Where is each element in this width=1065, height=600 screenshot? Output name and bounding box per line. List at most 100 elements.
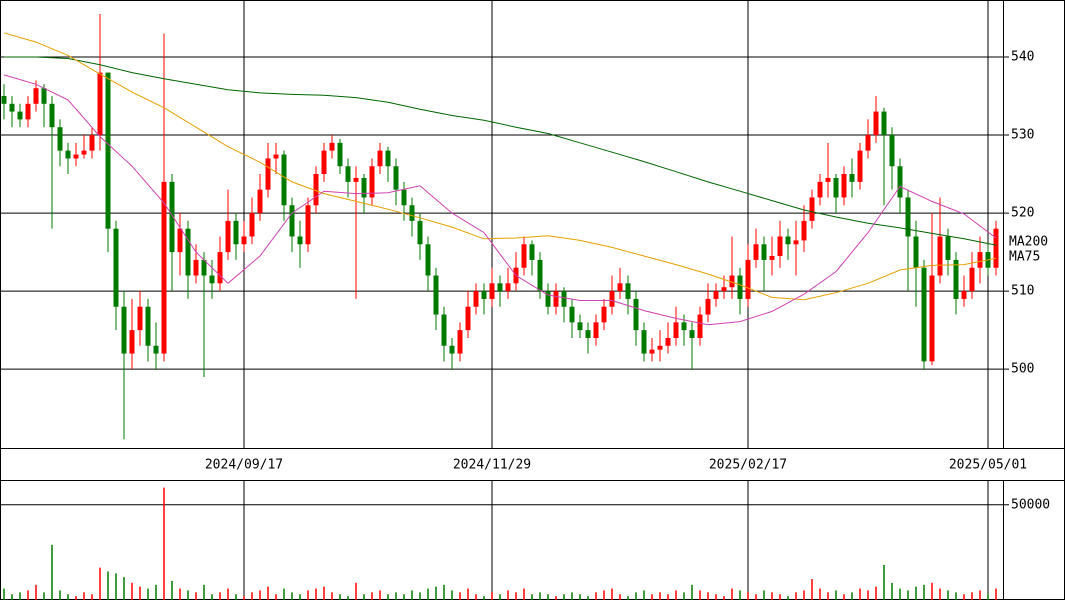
candle-body <box>361 177 367 198</box>
volume-bar <box>667 594 669 600</box>
candle-body <box>545 291 551 307</box>
candle-body <box>817 181 823 198</box>
candle-body <box>305 205 311 245</box>
volume-bar <box>51 544 53 600</box>
candle-body <box>217 252 223 284</box>
candle-body <box>921 267 927 362</box>
volume-bar <box>763 590 765 600</box>
candle-body <box>529 244 535 260</box>
ma-line <box>3 74 997 326</box>
volume-bar <box>899 588 901 600</box>
volume-bar <box>395 592 397 600</box>
candle-body <box>1 96 7 104</box>
y-tick-label: 540 <box>1011 49 1034 64</box>
volume-bar <box>267 586 269 600</box>
candle-body <box>417 220 423 245</box>
y-tick-label: 510 <box>1011 284 1034 299</box>
volume-bar <box>403 594 405 600</box>
candle-body <box>201 259 207 276</box>
candle-body <box>49 103 55 128</box>
volume-bar <box>427 588 429 600</box>
candle-body <box>537 259 543 292</box>
y-tick-label: 520 <box>1011 206 1034 221</box>
volume-bar <box>819 588 821 600</box>
candle-body <box>777 236 783 256</box>
candle-body <box>225 220 231 253</box>
volume-bar <box>11 594 13 600</box>
candle-body <box>465 306 471 331</box>
volume-bar <box>67 594 69 600</box>
volume-bar <box>875 586 877 600</box>
volume-bar <box>963 594 965 600</box>
candle-body <box>697 314 703 338</box>
candle-body <box>9 103 15 112</box>
volume-bar <box>827 592 829 600</box>
volume-bar <box>27 590 29 600</box>
candle-body <box>433 275 439 315</box>
candle-body <box>297 236 303 245</box>
volume-bar <box>227 588 229 600</box>
volume-bar <box>147 588 149 600</box>
candle-body <box>289 205 295 237</box>
volume-bar <box>187 590 189 600</box>
volume-bar <box>843 594 845 600</box>
candle-body <box>969 267 975 292</box>
candle-body <box>585 330 591 338</box>
candle-body <box>369 166 375 198</box>
candle-body <box>841 174 847 198</box>
volume-bar <box>131 582 133 600</box>
volume-bar <box>787 596 789 600</box>
volume-bar <box>563 594 565 600</box>
volume-bar <box>315 588 317 600</box>
candle-body <box>209 275 215 284</box>
candle-body <box>617 283 623 292</box>
volume-bar <box>707 592 709 600</box>
volume-bar <box>59 590 61 600</box>
volume-bar <box>299 594 301 600</box>
candle-body <box>57 127 63 151</box>
volume-bar <box>995 588 997 600</box>
volume-bar <box>123 577 125 600</box>
candle-body <box>657 345 663 350</box>
volume-bar <box>883 564 885 600</box>
volume-bar <box>683 592 685 600</box>
volume-bar <box>771 592 773 600</box>
candle-body <box>313 174 319 206</box>
candle-body <box>321 150 327 175</box>
volume-bar <box>259 590 261 600</box>
volume-bar <box>971 592 973 600</box>
y-tick-label: 500 <box>1011 362 1034 377</box>
candle-body <box>881 111 887 136</box>
x-tick-label: 2025/05/01 <box>949 458 1027 473</box>
candle-body <box>961 291 967 299</box>
volume-bar <box>539 592 541 600</box>
volume-bar <box>547 594 549 600</box>
volume-bar <box>307 590 309 600</box>
volume-bar <box>155 584 157 600</box>
candle-body <box>913 236 919 268</box>
volume-bar <box>603 590 605 600</box>
volume-bar <box>275 594 277 600</box>
volume-bar <box>675 590 677 600</box>
y-tick-label: 530 <box>1011 128 1034 143</box>
candle-body <box>865 135 871 151</box>
candle-body <box>897 166 903 198</box>
volume-bar <box>555 596 557 600</box>
volume-bar <box>291 592 293 600</box>
candle-body <box>953 259 959 299</box>
volume-bar <box>747 592 749 600</box>
volume-bar <box>955 592 957 600</box>
volume-bar <box>419 592 421 600</box>
volume-bar <box>659 592 661 600</box>
candle-body <box>873 111 879 136</box>
candle-body <box>345 166 351 182</box>
volume-bar <box>739 590 741 600</box>
volume-bar <box>243 596 245 600</box>
candle-body <box>457 330 463 354</box>
candle-body <box>937 236 943 276</box>
volume-bar <box>459 592 461 600</box>
candle-body <box>121 306 127 354</box>
volume-bar <box>923 584 925 600</box>
candle-body <box>729 275 735 288</box>
volume-bar <box>99 567 101 600</box>
